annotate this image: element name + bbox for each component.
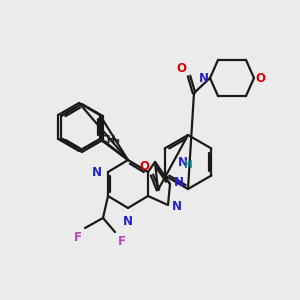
Text: H: H xyxy=(184,160,193,170)
Text: N: N xyxy=(92,166,102,178)
Text: N: N xyxy=(174,176,184,188)
Text: O: O xyxy=(139,160,149,173)
Text: N: N xyxy=(178,156,188,169)
Text: N: N xyxy=(123,215,133,228)
Text: F: F xyxy=(74,231,82,244)
Text: N: N xyxy=(172,200,182,214)
Text: N: N xyxy=(199,71,209,85)
Text: CH₃: CH₃ xyxy=(100,135,121,145)
Text: O: O xyxy=(176,62,186,75)
Text: O: O xyxy=(255,71,265,85)
Text: F: F xyxy=(118,235,126,248)
